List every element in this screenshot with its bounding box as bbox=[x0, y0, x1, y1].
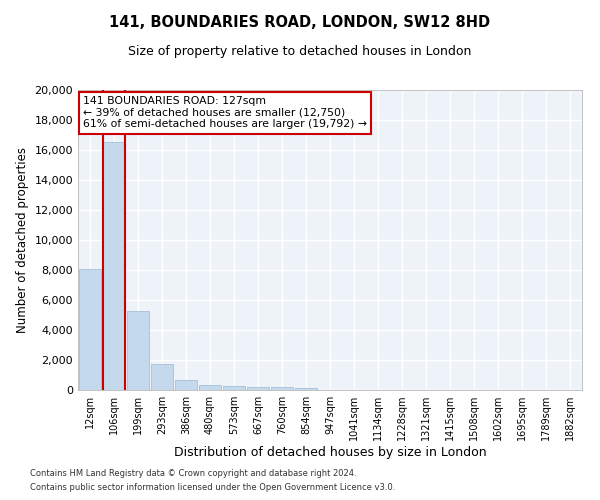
X-axis label: Distribution of detached houses by size in London: Distribution of detached houses by size … bbox=[173, 446, 487, 459]
Bar bbox=[223, 386, 245, 390]
Text: 141 BOUNDARIES ROAD: 127sqm
← 39% of detached houses are smaller (12,750)
61% of: 141 BOUNDARIES ROAD: 127sqm ← 39% of det… bbox=[83, 96, 367, 129]
Text: Contains HM Land Registry data © Crown copyright and database right 2024.: Contains HM Land Registry data © Crown c… bbox=[30, 468, 356, 477]
Bar bbox=[79, 268, 101, 390]
Text: Contains public sector information licensed under the Open Government Licence v3: Contains public sector information licen… bbox=[30, 484, 395, 492]
Text: Size of property relative to detached houses in London: Size of property relative to detached ho… bbox=[128, 45, 472, 58]
Bar bbox=[175, 380, 197, 390]
Bar bbox=[127, 310, 149, 390]
Bar bbox=[199, 385, 221, 390]
Bar bbox=[247, 386, 269, 390]
Text: 141, BOUNDARIES ROAD, LONDON, SW12 8HD: 141, BOUNDARIES ROAD, LONDON, SW12 8HD bbox=[109, 15, 491, 30]
Y-axis label: Number of detached properties: Number of detached properties bbox=[16, 147, 29, 333]
Bar bbox=[295, 388, 317, 390]
Bar bbox=[103, 142, 125, 390]
Bar bbox=[271, 388, 293, 390]
Bar bbox=[151, 364, 173, 390]
